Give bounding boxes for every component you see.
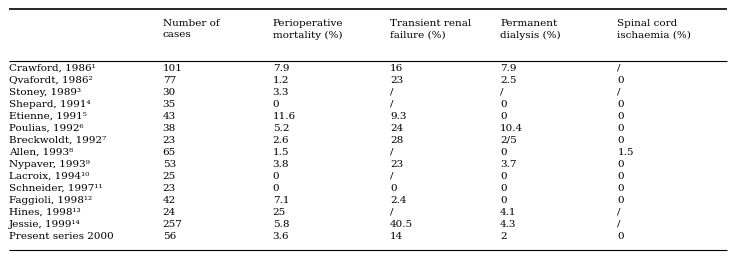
- Text: Poulias, 1992⁶: Poulias, 1992⁶: [9, 124, 83, 133]
- Text: 2/5: 2/5: [500, 136, 517, 145]
- Text: 257: 257: [163, 220, 183, 229]
- Text: 23: 23: [163, 136, 176, 145]
- Text: 11.6: 11.6: [272, 112, 296, 121]
- Text: Faggioli, 1998¹²: Faggioli, 1998¹²: [9, 196, 92, 205]
- Text: 2.6: 2.6: [272, 136, 289, 145]
- Text: 35: 35: [163, 100, 176, 109]
- Text: 0: 0: [500, 184, 506, 193]
- Text: 0: 0: [272, 172, 279, 181]
- Text: 0: 0: [272, 184, 279, 193]
- Text: 3.8: 3.8: [272, 160, 289, 169]
- Text: 30: 30: [163, 88, 176, 97]
- Text: 65: 65: [163, 148, 176, 157]
- Text: 0: 0: [500, 172, 506, 181]
- Text: 40.5: 40.5: [390, 220, 413, 229]
- Text: 4.3: 4.3: [500, 220, 517, 229]
- Text: 5.8: 5.8: [272, 220, 289, 229]
- Text: Shepard, 1991⁴: Shepard, 1991⁴: [9, 100, 91, 109]
- Text: /: /: [390, 148, 394, 157]
- Text: Stoney, 1989³: Stoney, 1989³: [9, 88, 81, 97]
- Text: 2.5: 2.5: [500, 76, 517, 85]
- Text: /: /: [390, 208, 394, 217]
- Text: 38: 38: [163, 124, 176, 133]
- Text: Nypaver, 1993⁹: Nypaver, 1993⁹: [9, 160, 90, 169]
- Text: 23: 23: [390, 160, 403, 169]
- Text: 3.3: 3.3: [272, 88, 289, 97]
- Text: Transient renal
failure (%): Transient renal failure (%): [390, 19, 471, 39]
- Text: Spinal cord
ischaemia (%): Spinal cord ischaemia (%): [618, 19, 691, 39]
- Text: 43: 43: [163, 112, 176, 121]
- Text: 53: 53: [163, 160, 176, 169]
- Text: 25: 25: [163, 172, 176, 181]
- Text: 0: 0: [618, 136, 624, 145]
- Text: 2.4: 2.4: [390, 196, 406, 205]
- Text: /: /: [390, 172, 394, 181]
- Text: 0: 0: [500, 148, 506, 157]
- Text: Qvafordt, 1986²: Qvafordt, 1986²: [9, 76, 92, 85]
- Text: Number of
cases: Number of cases: [163, 19, 219, 39]
- Text: 10.4: 10.4: [500, 124, 523, 133]
- Text: 101: 101: [163, 64, 183, 73]
- Text: 23: 23: [163, 184, 176, 193]
- Text: 9.3: 9.3: [390, 112, 406, 121]
- Text: 0: 0: [500, 196, 506, 205]
- Text: 14: 14: [390, 232, 403, 241]
- Text: 25: 25: [272, 208, 286, 217]
- Text: 28: 28: [390, 136, 403, 145]
- Text: Breckwoldt, 1992⁷: Breckwoldt, 1992⁷: [9, 136, 106, 145]
- Text: 0: 0: [618, 100, 624, 109]
- Text: 0: 0: [618, 172, 624, 181]
- Text: 7.9: 7.9: [500, 64, 517, 73]
- Text: 7.1: 7.1: [272, 196, 289, 205]
- Text: 24: 24: [390, 124, 403, 133]
- Text: 0: 0: [618, 184, 624, 193]
- Text: 0: 0: [272, 100, 279, 109]
- Text: 23: 23: [390, 76, 403, 85]
- Text: /: /: [618, 64, 620, 73]
- Text: Perioperative
mortality (%): Perioperative mortality (%): [272, 19, 343, 39]
- Text: 4.1: 4.1: [500, 208, 517, 217]
- Text: 0: 0: [618, 76, 624, 85]
- Text: 24: 24: [163, 208, 176, 217]
- Text: Hines, 1998¹³: Hines, 1998¹³: [9, 208, 80, 217]
- Text: 5.2: 5.2: [272, 124, 289, 133]
- Text: 16: 16: [390, 64, 403, 73]
- Text: 0: 0: [618, 124, 624, 133]
- Text: 0: 0: [500, 100, 506, 109]
- Text: 7.9: 7.9: [272, 64, 289, 73]
- Text: /: /: [618, 208, 620, 217]
- Text: 1.5: 1.5: [272, 148, 289, 157]
- Text: 1.5: 1.5: [618, 148, 634, 157]
- Text: 0: 0: [390, 184, 397, 193]
- Text: Crawford, 1986¹: Crawford, 1986¹: [9, 64, 96, 73]
- Text: 0: 0: [618, 112, 624, 121]
- Text: 56: 56: [163, 232, 176, 241]
- Text: 0: 0: [618, 196, 624, 205]
- Text: 77: 77: [163, 76, 176, 85]
- Text: Allen, 1993⁸: Allen, 1993⁸: [9, 148, 73, 157]
- Text: 2: 2: [500, 232, 506, 241]
- Text: 3.7: 3.7: [500, 160, 517, 169]
- Text: Jessie, 1999¹⁴: Jessie, 1999¹⁴: [9, 220, 80, 229]
- Text: Etienne, 1991⁵: Etienne, 1991⁵: [9, 112, 87, 121]
- Text: Schneider, 1997¹¹: Schneider, 1997¹¹: [9, 184, 102, 193]
- Text: 0: 0: [500, 112, 506, 121]
- Text: Permanent
dialysis (%): Permanent dialysis (%): [500, 19, 561, 39]
- Text: /: /: [390, 88, 394, 97]
- Text: /: /: [618, 88, 620, 97]
- Text: /: /: [618, 220, 620, 229]
- Text: /: /: [500, 88, 503, 97]
- Text: 42: 42: [163, 196, 176, 205]
- Text: /: /: [390, 100, 394, 109]
- Text: 0: 0: [618, 160, 624, 169]
- Text: 1.2: 1.2: [272, 76, 289, 85]
- Text: 3.6: 3.6: [272, 232, 289, 241]
- Text: Lacroix, 1994¹⁰: Lacroix, 1994¹⁰: [9, 172, 89, 181]
- Text: 0: 0: [618, 232, 624, 241]
- Text: Present series 2000: Present series 2000: [9, 232, 113, 241]
